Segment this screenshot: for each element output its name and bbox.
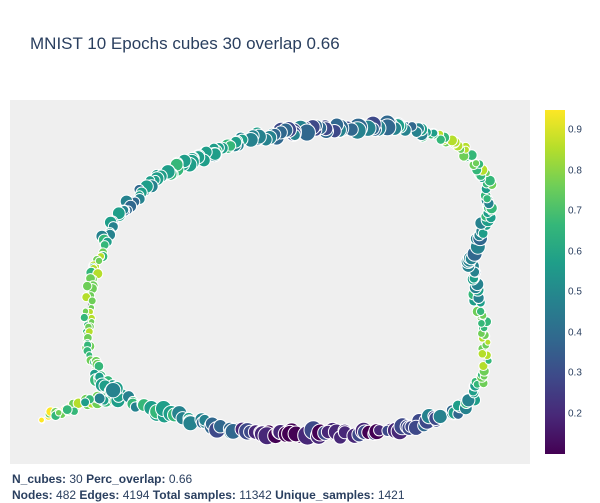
perc-overlap-value: 0.66 <box>169 472 192 486</box>
graph-node[interactable] <box>105 383 120 398</box>
graph-node[interactable] <box>478 320 486 328</box>
colorbar-tick: 0.8 <box>568 165 582 176</box>
graph-node[interactable] <box>483 195 491 203</box>
graph-node[interactable] <box>81 398 90 407</box>
n-cubes-label: N_cubes: <box>12 472 66 486</box>
graph-node[interactable] <box>88 297 96 305</box>
plot-area[interactable] <box>10 100 530 464</box>
colorbar <box>545 110 565 454</box>
graph-node[interactable] <box>478 349 487 358</box>
graph-node[interactable] <box>94 393 105 404</box>
colorbar-tick: 0.2 <box>568 408 582 419</box>
graph-nodes[interactable] <box>39 115 498 445</box>
chart-title: MNIST 10 Epochs cubes 30 overlap 0.66 <box>30 34 340 54</box>
n-cubes-value: 30 <box>69 472 82 486</box>
colorbar-tick: 0.7 <box>568 206 582 217</box>
colorbar-tick: 0.3 <box>568 368 582 379</box>
footer-line-1: N_cubes: 30 Perc_overlap: 0.66 <box>12 471 405 487</box>
graph-node[interactable] <box>433 409 447 423</box>
graph-node[interactable] <box>82 281 91 290</box>
graph-node[interactable] <box>55 409 62 416</box>
graph-node[interactable] <box>39 417 45 423</box>
colorbar-tick: 0.9 <box>568 125 582 136</box>
graph-node[interactable] <box>80 313 88 321</box>
graph-node[interactable] <box>95 257 102 264</box>
graph-node[interactable] <box>62 405 72 415</box>
graph-stats: N_cubes: 30 Perc_overlap: 0.66 Nodes: 48… <box>12 471 405 503</box>
colorbar-ticks: 0.2 0.3 0.4 0.5 0.6 0.7 0.8 0.9 <box>568 110 598 454</box>
mapper-graph[interactable] <box>10 100 530 464</box>
colorbar-tick: 0.4 <box>568 327 582 338</box>
footer-line-2: Nodes: 482 Edges: 4194 Total samples: 11… <box>12 487 405 503</box>
colorbar-tick: 0.5 <box>568 287 582 298</box>
colorbar-tick: 0.6 <box>568 246 582 257</box>
graph-node[interactable] <box>476 307 484 315</box>
perc-overlap-label: Perc_overlap: <box>86 472 165 486</box>
